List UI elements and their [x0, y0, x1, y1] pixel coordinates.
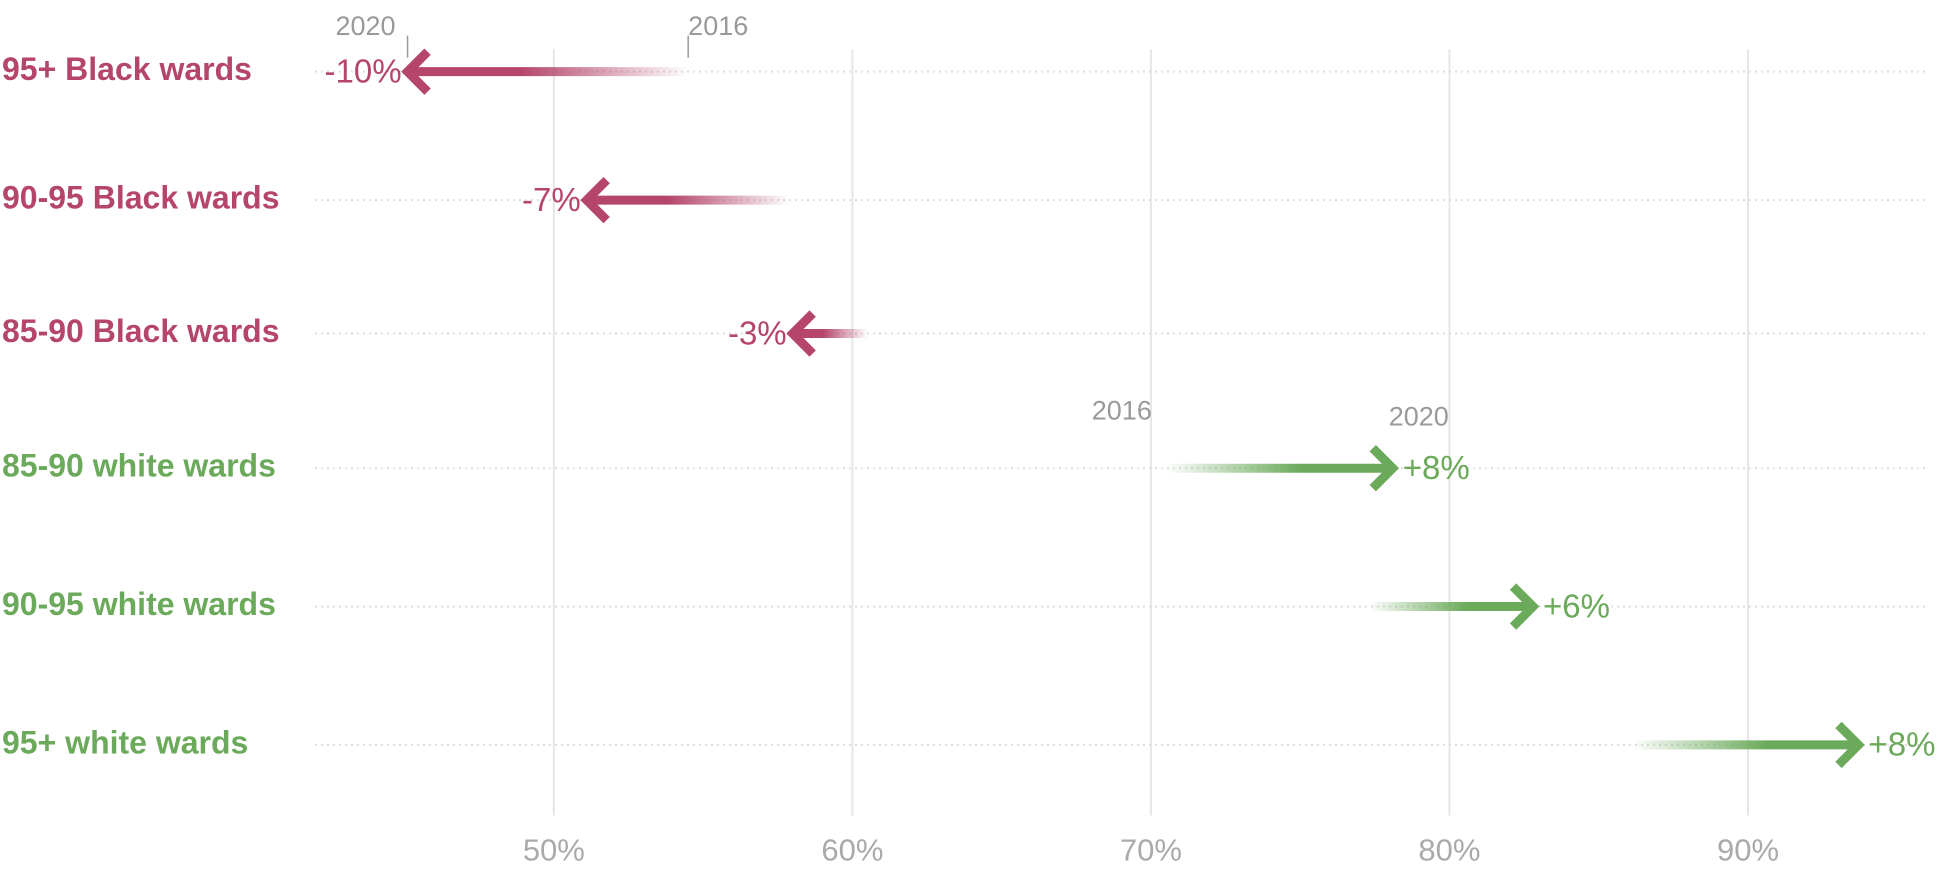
year-annotation: 2016 [688, 11, 748, 41]
change-label: +6% [1543, 587, 1610, 624]
change-label: -3% [728, 314, 787, 351]
arrow-head [1835, 721, 1865, 769]
year-annotation: 2016 [1092, 395, 1152, 425]
category-label: 95+ white wards [2, 724, 248, 760]
x-tick-label: 80% [1418, 833, 1480, 868]
arrow-head [786, 310, 816, 357]
arrow-head [580, 176, 610, 224]
category-label: 85-90 Black wards [2, 313, 280, 349]
change-label: -10% [325, 52, 402, 89]
category-label: 90-95 Black wards [2, 180, 280, 216]
arrow-head [1509, 583, 1540, 630]
change-label: -7% [522, 181, 581, 218]
category-label: 95+ Black wards [2, 51, 252, 87]
x-tick-label: 90% [1717, 833, 1779, 868]
year-annotation: 2020 [335, 11, 395, 41]
change-label: +8% [1868, 726, 1935, 763]
x-tick-label: 60% [821, 833, 883, 868]
year-annotation: 2020 [1389, 401, 1449, 431]
category-label: 90-95 white wards [2, 586, 276, 622]
x-tick-label: 50% [523, 833, 585, 868]
change-label: +8% [1403, 449, 1470, 486]
category-label: 85-90 white wards [2, 448, 276, 484]
arrow-head [401, 48, 431, 95]
arrow-head [1369, 445, 1400, 492]
x-tick-label: 70% [1120, 833, 1182, 868]
